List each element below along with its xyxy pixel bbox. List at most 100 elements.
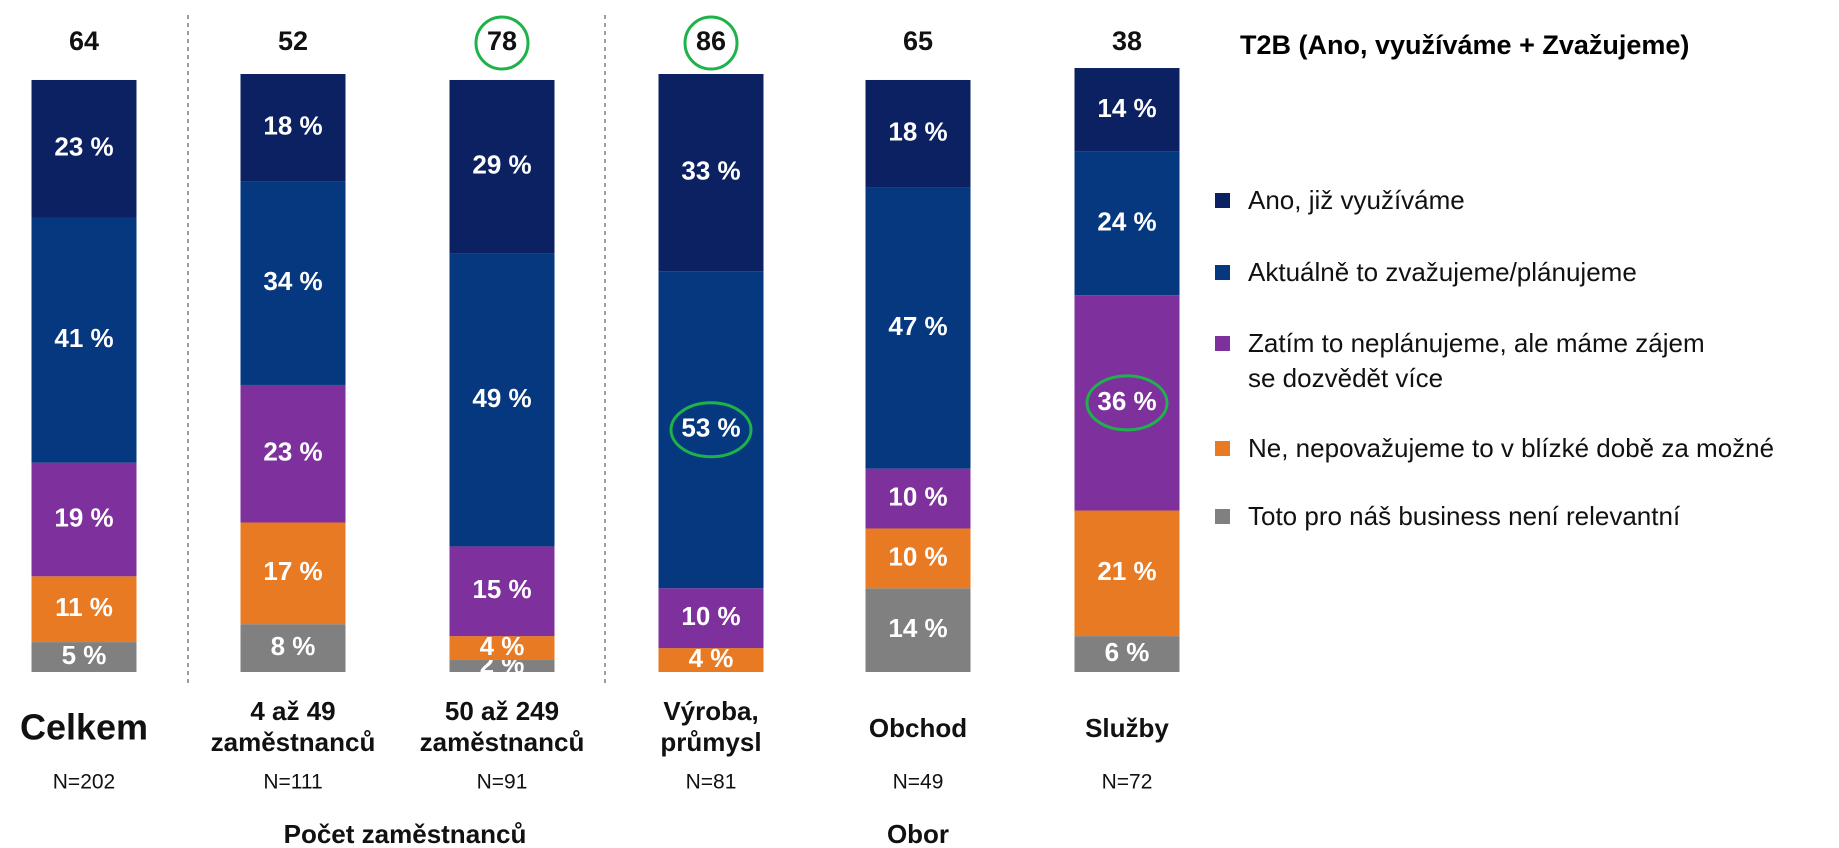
bar-segment <box>1074 636 1180 672</box>
value-label: 29 % <box>472 150 531 180</box>
bar-segment <box>449 660 555 672</box>
bar-segment <box>31 462 137 577</box>
bar-segment <box>240 181 346 385</box>
bar-segment <box>31 79 137 218</box>
bar-segment <box>449 546 555 637</box>
bar-segment <box>658 588 764 649</box>
group-label: Obor <box>887 819 949 848</box>
bar-segment <box>1074 151 1180 296</box>
total-label: 78 <box>487 26 517 56</box>
value-label: 47 % <box>888 311 947 341</box>
bar-segment <box>31 217 137 463</box>
value-label: 6 % <box>1105 637 1150 667</box>
category-label: Celkem <box>20 707 148 748</box>
legend-item: Aktuálně to zvažujeme/plánujeme <box>1210 255 1830 290</box>
legend-swatch <box>1215 193 1230 208</box>
bar-segment <box>31 576 137 643</box>
bar-segment <box>240 384 346 523</box>
legend-item: Zatím to neplánujeme, ale máme zájem se … <box>1210 326 1830 396</box>
value-label: 21 % <box>1097 556 1156 586</box>
bar-segment <box>31 642 137 672</box>
value-label: 34 % <box>263 266 322 296</box>
bar-segment <box>449 253 555 547</box>
legend-label: Ne, nepovažujeme to v blízké době za mož… <box>1248 433 1775 463</box>
category-label: průmysl <box>660 727 761 757</box>
value-label: 36 % <box>1097 386 1156 416</box>
sample-size: N=202 <box>53 771 115 794</box>
total-label: 64 <box>69 26 99 56</box>
value-label: 49 % <box>472 383 531 413</box>
sample-size: N=81 <box>686 771 737 794</box>
legend-label: Zatím to neplánujeme, ale máme zájem se … <box>1248 328 1705 393</box>
bar-segment <box>658 271 764 589</box>
value-label: 15 % <box>472 574 531 604</box>
group-label: Počet zaměstnanců <box>284 819 527 848</box>
legend-swatch <box>1215 336 1230 351</box>
legend-item: Toto pro náš business není relevantní <box>1210 499 1830 534</box>
value-label: 10 % <box>681 601 740 631</box>
highlight-circle <box>474 15 530 71</box>
value-label: 17 % <box>263 556 322 586</box>
category-label: Služby <box>1085 713 1169 743</box>
bar-segment <box>1074 295 1180 511</box>
total-label: 86 <box>696 26 726 56</box>
sample-size: N=91 <box>477 771 528 794</box>
legend-label: Aktuálně to zvažujeme/plánujeme <box>1248 257 1637 287</box>
value-label: 5 % <box>62 640 107 670</box>
value-label: 19 % <box>54 502 113 532</box>
bar-segment <box>240 74 346 182</box>
value-label: 11 % <box>55 592 113 622</box>
bar-segment <box>865 187 971 469</box>
category-label: 4 až 49 <box>250 696 335 726</box>
legend-title: T2B (Ano, využíváme + Zvažujeme) <box>1240 30 1690 60</box>
legend-item: Ne, nepovažujeme to v blízké době za mož… <box>1210 431 1830 466</box>
category-label: Výroba, <box>663 696 758 726</box>
total-label: 52 <box>278 26 308 56</box>
bar-segment <box>449 79 555 254</box>
bar-segment <box>240 624 346 672</box>
value-label: 23 % <box>54 132 113 162</box>
legend-label: Ano, již využíváme <box>1248 185 1465 215</box>
sample-size: N=111 <box>263 771 322 794</box>
highlight-circle <box>1085 374 1169 432</box>
value-label: 53 % <box>681 413 740 443</box>
category-label: zaměstnanců <box>420 727 585 757</box>
bar-segment <box>865 588 971 672</box>
bar-segment <box>658 74 764 272</box>
total-label: 65 <box>903 26 933 56</box>
value-label: 23 % <box>263 437 322 467</box>
category-label: zaměstnanců <box>211 727 376 757</box>
bar-segment <box>865 79 971 188</box>
value-label: 14 % <box>1097 93 1156 123</box>
value-label: 18 % <box>888 117 947 147</box>
value-label: 18 % <box>263 111 322 141</box>
category-label: 50 až 249 <box>445 696 559 726</box>
value-label: 8 % <box>271 631 316 661</box>
bar-segment <box>865 528 971 589</box>
sample-size: N=49 <box>893 771 944 794</box>
legend-swatch <box>1215 441 1230 456</box>
bar-segment <box>240 522 346 625</box>
bar-segment <box>1074 510 1180 637</box>
bar-segment <box>865 468 971 529</box>
legend-swatch <box>1215 509 1230 524</box>
value-label: 10 % <box>888 541 947 571</box>
bar-segment <box>449 636 555 661</box>
value-label: 24 % <box>1097 206 1156 236</box>
legend-swatch <box>1215 265 1230 280</box>
highlight-circle <box>683 15 739 71</box>
bar-segment <box>658 648 764 672</box>
value-label: 33 % <box>681 156 740 186</box>
legend-label: Toto pro náš business není relevantní <box>1248 501 1681 531</box>
total-label: 38 <box>1112 26 1142 56</box>
legend-item: Ano, již využíváme <box>1210 183 1830 218</box>
value-label: 14 % <box>888 613 947 643</box>
value-label: 10 % <box>888 481 947 511</box>
value-label: 41 % <box>54 323 113 353</box>
sample-size: N=72 <box>1102 771 1153 794</box>
bar-segment <box>1074 68 1180 152</box>
highlight-circle <box>669 401 753 459</box>
category-label: Obchod <box>869 713 967 743</box>
